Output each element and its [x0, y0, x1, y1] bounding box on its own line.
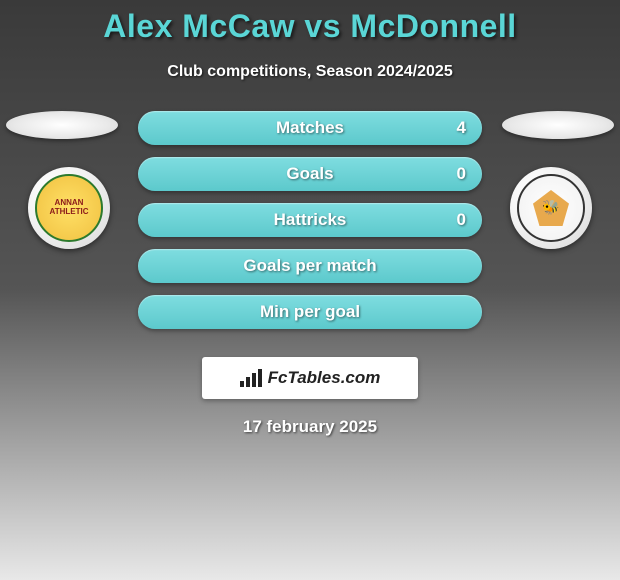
stat-label: Matches: [276, 118, 344, 138]
date-text: 17 february 2025: [0, 417, 620, 437]
club-crest-left: ANNAN ATHLETIC: [35, 174, 103, 242]
chart-icon: [240, 369, 262, 387]
stat-label: Goals per match: [243, 256, 376, 276]
stat-value: 4: [457, 118, 466, 138]
player-left-avatar: [6, 111, 118, 139]
stats-list: Matches 4 Goals 0 Hattricks 0 Goals per …: [138, 111, 482, 341]
brand-text: FcTables.com: [268, 368, 381, 388]
stat-row: Hattricks 0: [138, 203, 482, 237]
content-area: ANNAN ATHLETIC 🐝 Matches 4 Goals 0 Hattr…: [0, 111, 620, 351]
stat-value: 0: [457, 164, 466, 184]
brand-box: FcTables.com: [202, 357, 418, 399]
player-right-avatar: [502, 111, 614, 139]
bee-icon: 🐝: [533, 190, 569, 226]
subtitle: Club competitions, Season 2024/2025: [0, 63, 620, 81]
stat-row: Goals per match: [138, 249, 482, 283]
club-badge-left: ANNAN ATHLETIC: [28, 167, 110, 249]
club-badge-right: 🐝: [510, 167, 592, 249]
club-crest-right: 🐝: [517, 174, 585, 242]
stat-label: Min per goal: [260, 302, 360, 322]
stat-label: Goals: [286, 164, 333, 184]
stat-row: Matches 4: [138, 111, 482, 145]
stat-row: Goals 0: [138, 157, 482, 191]
stat-label: Hattricks: [274, 210, 347, 230]
page-title: Alex McCaw vs McDonnell: [0, 0, 620, 45]
stat-row: Min per goal: [138, 295, 482, 329]
comparison-card: Alex McCaw vs McDonnell Club competition…: [0, 0, 620, 437]
stat-value: 0: [457, 210, 466, 230]
